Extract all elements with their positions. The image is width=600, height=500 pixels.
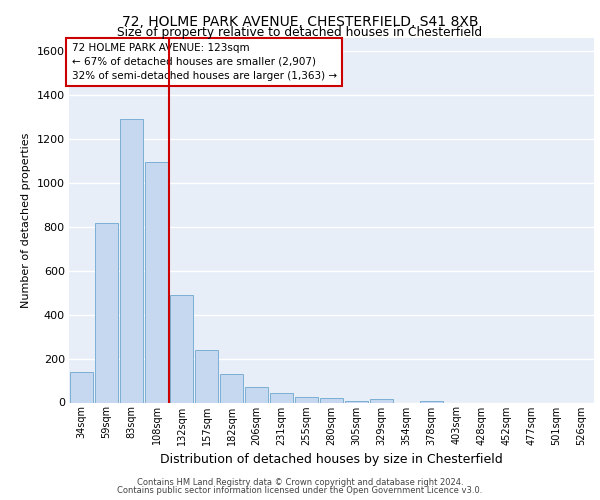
Bar: [370, 398, 393, 402]
Bar: [120, 119, 143, 403]
Bar: [320, 398, 343, 402]
Bar: [295, 397, 318, 402]
Text: Contains HM Land Registry data © Crown copyright and database right 2024.: Contains HM Land Registry data © Crown c…: [137, 478, 463, 487]
Bar: [145, 162, 168, 402]
Text: Size of property relative to detached houses in Chesterfield: Size of property relative to detached ho…: [118, 26, 482, 39]
X-axis label: Distribution of detached houses by size in Chesterfield: Distribution of detached houses by size …: [160, 453, 503, 466]
Bar: [220, 374, 243, 402]
Y-axis label: Number of detached properties: Number of detached properties: [21, 132, 31, 308]
Bar: [270, 392, 293, 402]
Text: 72 HOLME PARK AVENUE: 123sqm
← 67% of detached houses are smaller (2,907)
32% of: 72 HOLME PARK AVENUE: 123sqm ← 67% of de…: [71, 43, 337, 81]
Bar: [70, 372, 93, 402]
Bar: [95, 224, 118, 402]
Bar: [195, 350, 218, 403]
Text: 72, HOLME PARK AVENUE, CHESTERFIELD, S41 8XB: 72, HOLME PARK AVENUE, CHESTERFIELD, S41…: [122, 15, 478, 29]
Bar: [245, 387, 268, 402]
Text: Contains public sector information licensed under the Open Government Licence v3: Contains public sector information licen…: [118, 486, 482, 495]
Bar: [170, 295, 193, 403]
